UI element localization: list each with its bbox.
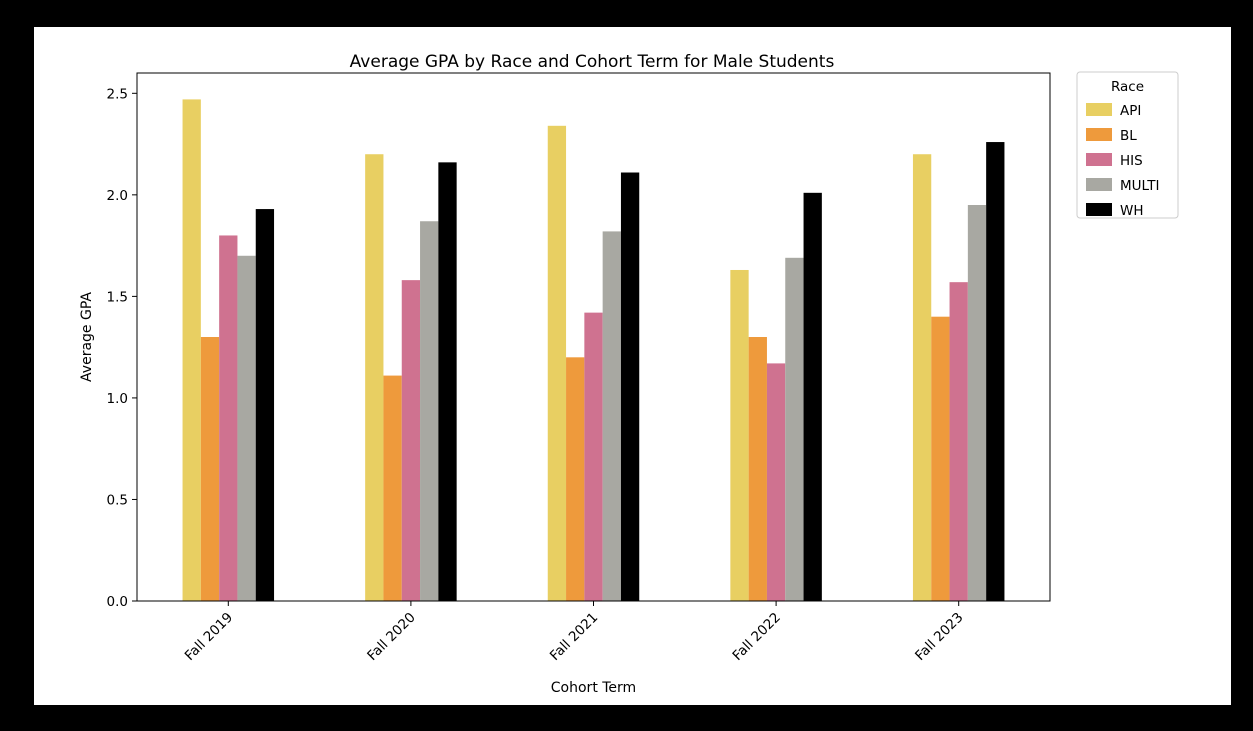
x-tick-label: Fall 2020 bbox=[364, 610, 418, 664]
bar-api-2 bbox=[547, 125, 567, 602]
bar-api-0 bbox=[182, 99, 201, 602]
legend-swatch-multi bbox=[1086, 178, 1112, 191]
plot-area bbox=[136, 72, 1051, 602]
chart-title: Average GPA by Race and Cohort Term for … bbox=[350, 52, 835, 72]
bar-multi-3 bbox=[785, 257, 804, 601]
bar-wh-2 bbox=[620, 172, 640, 601]
bar-multi-4 bbox=[967, 205, 987, 601]
legend-label-his: HIS bbox=[1120, 153, 1143, 169]
bar-wh-3 bbox=[803, 192, 822, 602]
bar-his-4 bbox=[949, 282, 968, 601]
y-tick-label: 1.0 bbox=[107, 391, 128, 407]
bar-api-1 bbox=[365, 154, 384, 601]
bar-multi-2 bbox=[602, 231, 621, 601]
bar-wh-4 bbox=[986, 142, 1005, 601]
x-tick-label: Fall 2022 bbox=[730, 610, 784, 664]
chart-frame: Average GPA by Race and Cohort Term for … bbox=[34, 27, 1231, 705]
bar-api-3 bbox=[730, 269, 749, 601]
legend-label-bl: BL bbox=[1120, 128, 1137, 144]
x-axis-label: Cohort Term bbox=[551, 680, 636, 696]
y-tick-label: 1.5 bbox=[107, 289, 128, 305]
legend-label-wh: WH bbox=[1120, 203, 1144, 219]
legend-swatch-wh bbox=[1086, 203, 1112, 216]
y-tick-label: 2.5 bbox=[107, 86, 128, 102]
bar-his-0 bbox=[219, 235, 238, 601]
x-tick-label: Fall 2021 bbox=[547, 610, 601, 664]
y-tick-label: 2.0 bbox=[107, 188, 128, 204]
y-tick-label: 0.5 bbox=[107, 492, 128, 508]
legend-label-multi: MULTI bbox=[1120, 178, 1159, 194]
x-tick-label: Fall 2023 bbox=[912, 610, 966, 664]
legend: Race API BL HIS MULTI WH bbox=[1076, 71, 1179, 219]
y-axis: 0.0 0.5 1.0 1.5 2.0 2.5 bbox=[107, 86, 137, 610]
bar-his-3 bbox=[766, 363, 786, 601]
bar-chart: Average GPA by Race and Cohort Term for … bbox=[79, 52, 1179, 696]
y-axis-label: Average GPA bbox=[79, 292, 95, 382]
bar-bl-3 bbox=[748, 337, 767, 601]
bar-wh-0 bbox=[255, 209, 275, 602]
bars-group bbox=[182, 99, 1005, 602]
bar-bl-2 bbox=[566, 357, 585, 601]
bar-bl-0 bbox=[200, 337, 220, 601]
x-tick-label: Fall 2019 bbox=[182, 610, 236, 664]
legend-label-api: API bbox=[1120, 103, 1141, 119]
bar-his-1 bbox=[401, 280, 421, 601]
legend-title: Race bbox=[1111, 79, 1144, 95]
y-tick-label: 0.0 bbox=[107, 594, 128, 610]
bar-bl-4 bbox=[931, 316, 950, 601]
bar-his-2 bbox=[584, 312, 603, 601]
bar-wh-1 bbox=[438, 162, 457, 601]
legend-swatch-bl bbox=[1086, 128, 1112, 141]
x-axis: Fall 2019 Fall 2020 Fall 2021 Fall 2022 Fall… bbox=[182, 601, 967, 664]
bar-api-4 bbox=[912, 154, 932, 601]
legend-swatch-his bbox=[1086, 153, 1112, 166]
bar-multi-1 bbox=[420, 221, 439, 601]
bar-bl-1 bbox=[383, 375, 402, 601]
bar-multi-0 bbox=[237, 255, 256, 601]
legend-swatch-api bbox=[1086, 103, 1112, 116]
